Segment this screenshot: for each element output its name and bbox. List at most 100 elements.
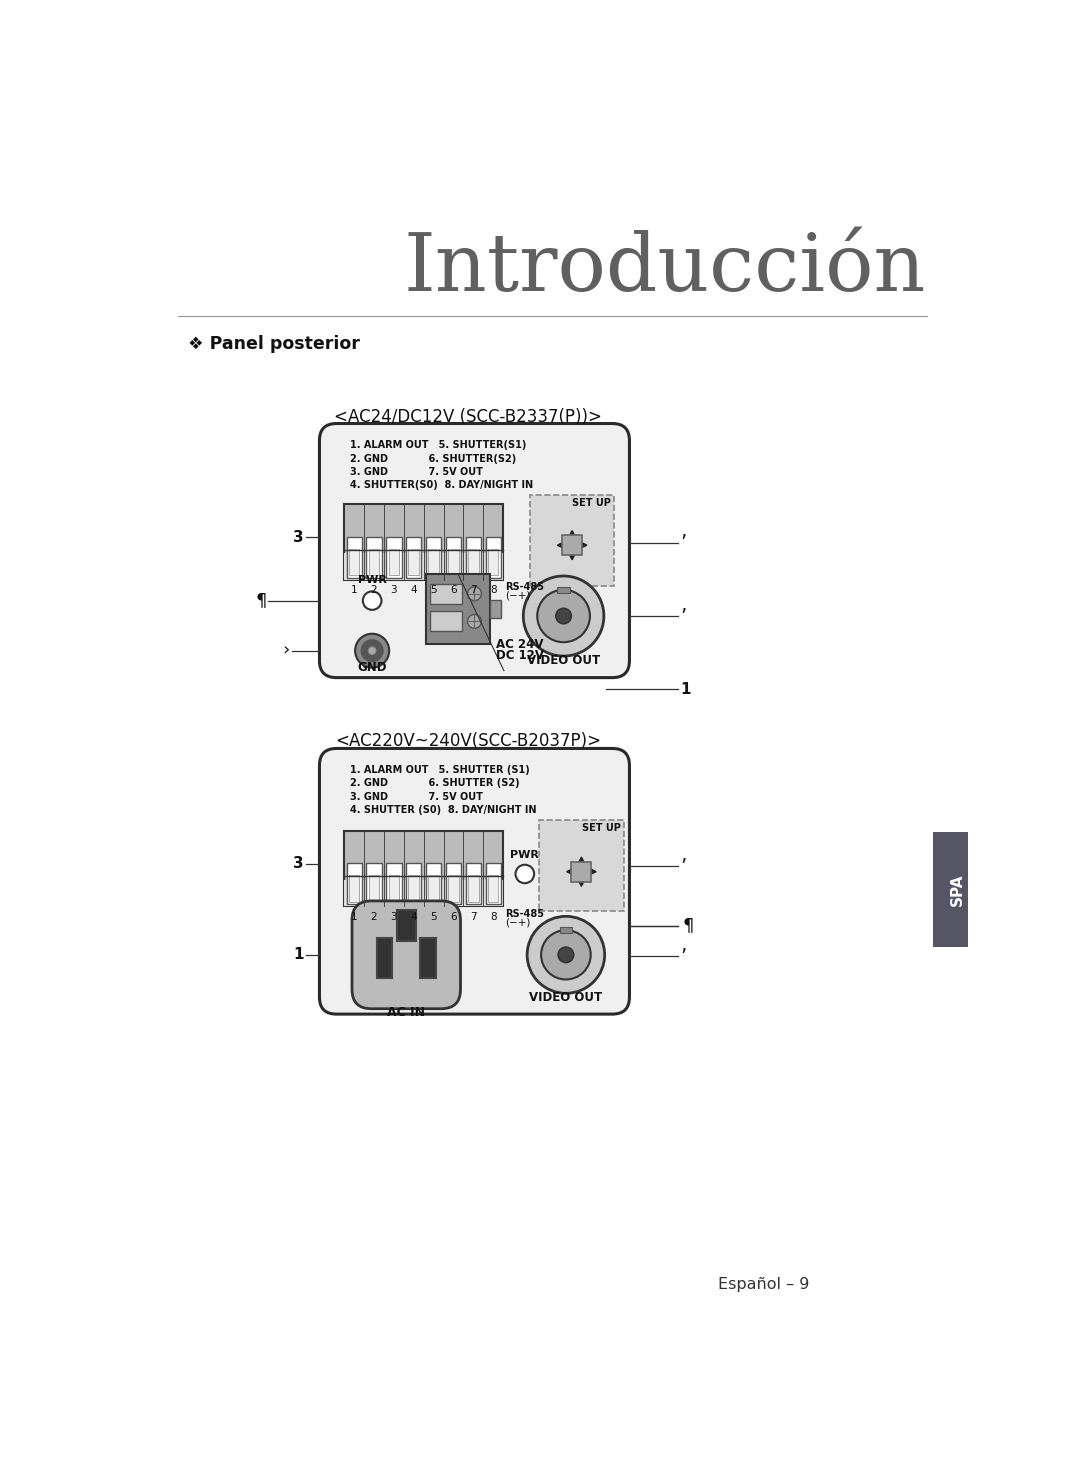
Text: ’: ’ bbox=[680, 607, 687, 626]
Text: 3: 3 bbox=[391, 912, 397, 921]
Bar bbox=[571, 862, 592, 881]
Text: 1: 1 bbox=[680, 682, 691, 697]
Bar bbox=[377, 937, 392, 979]
Text: (−+): (−+) bbox=[505, 917, 531, 927]
Bar bbox=[427, 574, 490, 644]
Text: SET UP: SET UP bbox=[572, 499, 611, 508]
Bar bbox=[559, 927, 572, 933]
Text: PWR: PWR bbox=[357, 576, 387, 584]
Bar bbox=[429, 875, 438, 902]
Text: ›: › bbox=[283, 642, 291, 660]
Text: 1: 1 bbox=[351, 912, 357, 921]
Text: 1. ALARM OUT   5. SHUTTER(S1): 1. ALARM OUT 5. SHUTTER(S1) bbox=[350, 440, 527, 450]
Text: 3: 3 bbox=[294, 856, 303, 871]
Text: ’: ’ bbox=[680, 948, 687, 965]
Polygon shape bbox=[576, 875, 586, 886]
Text: ’: ’ bbox=[680, 533, 687, 552]
Text: ❖ Panel posterior: ❖ Panel posterior bbox=[188, 335, 360, 353]
Text: 5: 5 bbox=[430, 584, 437, 595]
Polygon shape bbox=[557, 540, 568, 551]
Circle shape bbox=[527, 917, 605, 993]
Bar bbox=[486, 537, 501, 577]
Text: 6: 6 bbox=[450, 912, 457, 921]
Circle shape bbox=[363, 592, 381, 610]
Bar bbox=[387, 863, 402, 903]
Bar bbox=[562, 536, 582, 555]
Bar bbox=[347, 537, 362, 577]
Text: SET UP: SET UP bbox=[582, 824, 621, 832]
Text: 4: 4 bbox=[410, 912, 417, 921]
Bar bbox=[488, 549, 499, 576]
Text: RS-485: RS-485 bbox=[505, 582, 544, 592]
Polygon shape bbox=[567, 530, 578, 542]
Bar bbox=[345, 831, 503, 906]
Text: ¶: ¶ bbox=[683, 917, 693, 934]
Circle shape bbox=[537, 590, 590, 642]
Bar bbox=[465, 863, 481, 903]
Circle shape bbox=[556, 608, 571, 624]
Text: 4. SHUTTER(S0)  8. DAY/NIGHT IN: 4. SHUTTER(S0) 8. DAY/NIGHT IN bbox=[350, 480, 534, 490]
Text: 4: 4 bbox=[410, 584, 417, 595]
Bar bbox=[406, 863, 421, 903]
Text: 2. GND            6. SHUTTER (S2): 2. GND 6. SHUTTER (S2) bbox=[350, 778, 521, 788]
Text: ’: ’ bbox=[680, 856, 687, 875]
Bar bbox=[468, 875, 478, 902]
Text: 4. SHUTTER (S0)  8. DAY/NIGHT IN: 4. SHUTTER (S0) 8. DAY/NIGHT IN bbox=[350, 804, 537, 815]
FancyBboxPatch shape bbox=[530, 494, 613, 586]
Text: AC 24V: AC 24V bbox=[496, 639, 543, 651]
Bar bbox=[448, 875, 459, 902]
Text: 2: 2 bbox=[370, 584, 377, 595]
Bar bbox=[345, 880, 503, 906]
Text: GND: GND bbox=[357, 661, 387, 673]
Bar bbox=[426, 537, 442, 577]
Text: 7: 7 bbox=[470, 584, 476, 595]
Polygon shape bbox=[567, 549, 578, 559]
Text: VIDEO OUT: VIDEO OUT bbox=[529, 990, 603, 1004]
Circle shape bbox=[368, 646, 376, 654]
Text: 2. GND            6. SHUTTER(S2): 2. GND 6. SHUTTER(S2) bbox=[350, 453, 516, 463]
Polygon shape bbox=[576, 540, 586, 551]
FancyBboxPatch shape bbox=[539, 821, 624, 911]
Circle shape bbox=[355, 633, 389, 667]
Text: VIDEO OUT: VIDEO OUT bbox=[527, 654, 600, 667]
Text: 3: 3 bbox=[294, 530, 303, 545]
Text: PWR: PWR bbox=[511, 850, 539, 861]
Bar bbox=[408, 875, 419, 902]
Text: <AC220V~240V(SCC-B2037P)>: <AC220V~240V(SCC-B2037P)> bbox=[335, 732, 602, 750]
Polygon shape bbox=[567, 866, 578, 877]
Circle shape bbox=[362, 641, 383, 661]
Text: Español – 9: Español – 9 bbox=[718, 1277, 809, 1292]
Bar bbox=[366, 863, 381, 903]
Polygon shape bbox=[585, 866, 596, 877]
Text: Introducción: Introducción bbox=[403, 230, 926, 308]
Circle shape bbox=[515, 865, 535, 883]
Bar bbox=[349, 875, 360, 902]
Text: 7: 7 bbox=[470, 912, 476, 921]
Bar bbox=[446, 537, 461, 577]
Polygon shape bbox=[576, 858, 586, 868]
Circle shape bbox=[468, 614, 482, 629]
Text: AC IN: AC IN bbox=[388, 1007, 426, 1020]
Bar bbox=[347, 863, 362, 903]
Text: SPA: SPA bbox=[950, 874, 966, 906]
Bar bbox=[420, 937, 435, 979]
Circle shape bbox=[541, 930, 591, 980]
Bar bbox=[349, 549, 360, 576]
Bar bbox=[408, 549, 419, 576]
Text: ¶: ¶ bbox=[255, 592, 267, 610]
FancyBboxPatch shape bbox=[320, 424, 630, 677]
Text: 1: 1 bbox=[351, 584, 357, 595]
Bar bbox=[406, 537, 421, 577]
Bar bbox=[397, 911, 416, 942]
Text: DC 12V: DC 12V bbox=[496, 649, 544, 663]
Bar bbox=[430, 583, 462, 604]
Bar bbox=[368, 875, 379, 902]
Circle shape bbox=[524, 576, 604, 655]
Bar bbox=[933, 831, 968, 948]
Text: 2: 2 bbox=[370, 912, 377, 921]
Text: 8: 8 bbox=[490, 584, 497, 595]
Bar bbox=[345, 505, 503, 580]
Bar bbox=[389, 549, 400, 576]
Bar bbox=[448, 549, 459, 576]
Text: RS-485: RS-485 bbox=[505, 909, 544, 918]
